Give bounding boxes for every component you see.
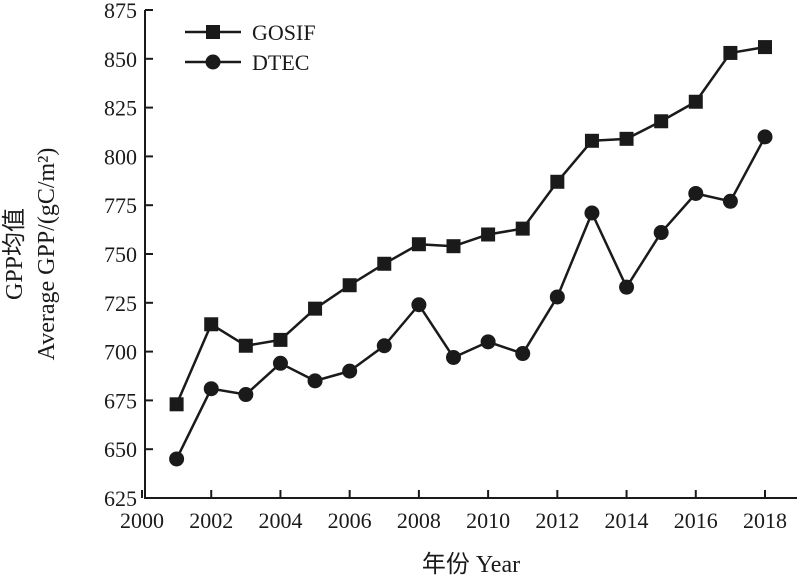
x-tick-label: 2004 <box>258 508 302 533</box>
y-tick-label: 775 <box>104 193 137 218</box>
x-tick-label: 2002 <box>189 508 233 533</box>
legend-marker-dtec <box>205 54 221 70</box>
point-gosif-2012 <box>550 174 565 189</box>
x-axis-title: 年份 Year <box>422 551 520 578</box>
y-axis-title-line1: GPP均值 <box>1 208 28 300</box>
point-dtec-2011 <box>515 346 531 362</box>
point-gosif-2013 <box>584 133 599 148</box>
series-dtec <box>169 129 773 467</box>
point-dtec-2013 <box>584 205 600 221</box>
y-tick-label: 875 <box>104 0 137 23</box>
axis-frame <box>144 10 797 499</box>
point-gosif-2006 <box>342 278 357 293</box>
series-line-dtec <box>175 136 767 460</box>
series-layer <box>169 40 773 467</box>
legend-label-gosif: GOSIF <box>252 20 316 45</box>
point-dtec-2004 <box>272 355 288 371</box>
y-tick-label: 750 <box>104 242 137 267</box>
point-dtec-2012 <box>549 289 565 305</box>
legend-label-dtec: DTEC <box>252 50 309 75</box>
point-gosif-2003 <box>238 338 253 353</box>
point-dtec-2009 <box>446 349 461 365</box>
point-gosif-2010 <box>481 227 496 242</box>
point-gosif-2016 <box>688 94 703 109</box>
point-dtec-2007 <box>376 338 392 354</box>
x-tick-label: 2010 <box>466 508 510 533</box>
y-tick-label: 675 <box>104 388 137 413</box>
y-tick-label: 825 <box>104 96 137 121</box>
point-gosif-2014 <box>619 131 634 146</box>
point-dtec-2014 <box>619 279 635 295</box>
point-gosif-2009 <box>446 239 461 254</box>
y-tick-label: 850 <box>104 47 137 72</box>
point-dtec-2002 <box>203 381 219 397</box>
x-tick-label: 2008 <box>397 508 441 533</box>
point-gosif-2002 <box>204 317 219 332</box>
point-dtec-2010 <box>480 334 496 350</box>
point-dtec-2003 <box>238 387 254 403</box>
point-gosif-2011 <box>515 221 530 236</box>
point-dtec-2018 <box>757 129 773 145</box>
point-gosif-2005 <box>308 301 323 316</box>
point-dtec-2008 <box>411 297 427 313</box>
point-dtec-2001 <box>169 451 185 467</box>
x-tick-label: 2014 <box>605 508 649 533</box>
y-axis-title-line2: Average GPP/(gC/m²) <box>34 148 60 361</box>
legend-marker-gosif <box>206 25 220 39</box>
y-tick-label: 700 <box>104 340 137 365</box>
x-tick-label: 2016 <box>674 508 718 533</box>
x-axis-ticks: 2000 2002 2004 2006 2008 2010 2012 2014 2016 2018 <box>120 490 787 533</box>
point-gosif-2018 <box>758 40 772 55</box>
point-dtec-2016 <box>688 185 704 201</box>
legend: GOSIF DTEC <box>185 20 316 75</box>
x-tick-label: 2018 <box>743 508 787 533</box>
point-gosif-2004 <box>273 332 288 347</box>
point-dtec-2015 <box>653 225 669 241</box>
point-gosif-2001 <box>169 397 184 412</box>
point-dtec-2005 <box>307 373 323 389</box>
y-tick-label: 800 <box>104 144 137 169</box>
point-dtec-2017 <box>722 193 738 209</box>
point-gosif-2008 <box>411 237 426 252</box>
axes <box>144 10 797 499</box>
point-gosif-2015 <box>654 114 669 129</box>
y-tick-label: 650 <box>104 437 137 462</box>
x-tick-label: 2000 <box>120 508 164 533</box>
y-tick-label: 725 <box>104 291 137 316</box>
point-gosif-2017 <box>723 45 738 60</box>
point-gosif-2007 <box>377 256 392 271</box>
y-tick-label: 625 <box>104 486 137 511</box>
point-dtec-2006 <box>342 363 358 379</box>
x-tick-label: 2006 <box>328 508 372 533</box>
series-gosif <box>169 40 772 412</box>
x-tick-label: 2012 <box>535 508 579 533</box>
y-axis-ticks: 625 650 675 700 725 750 775 800 825 850 875 <box>104 0 153 511</box>
